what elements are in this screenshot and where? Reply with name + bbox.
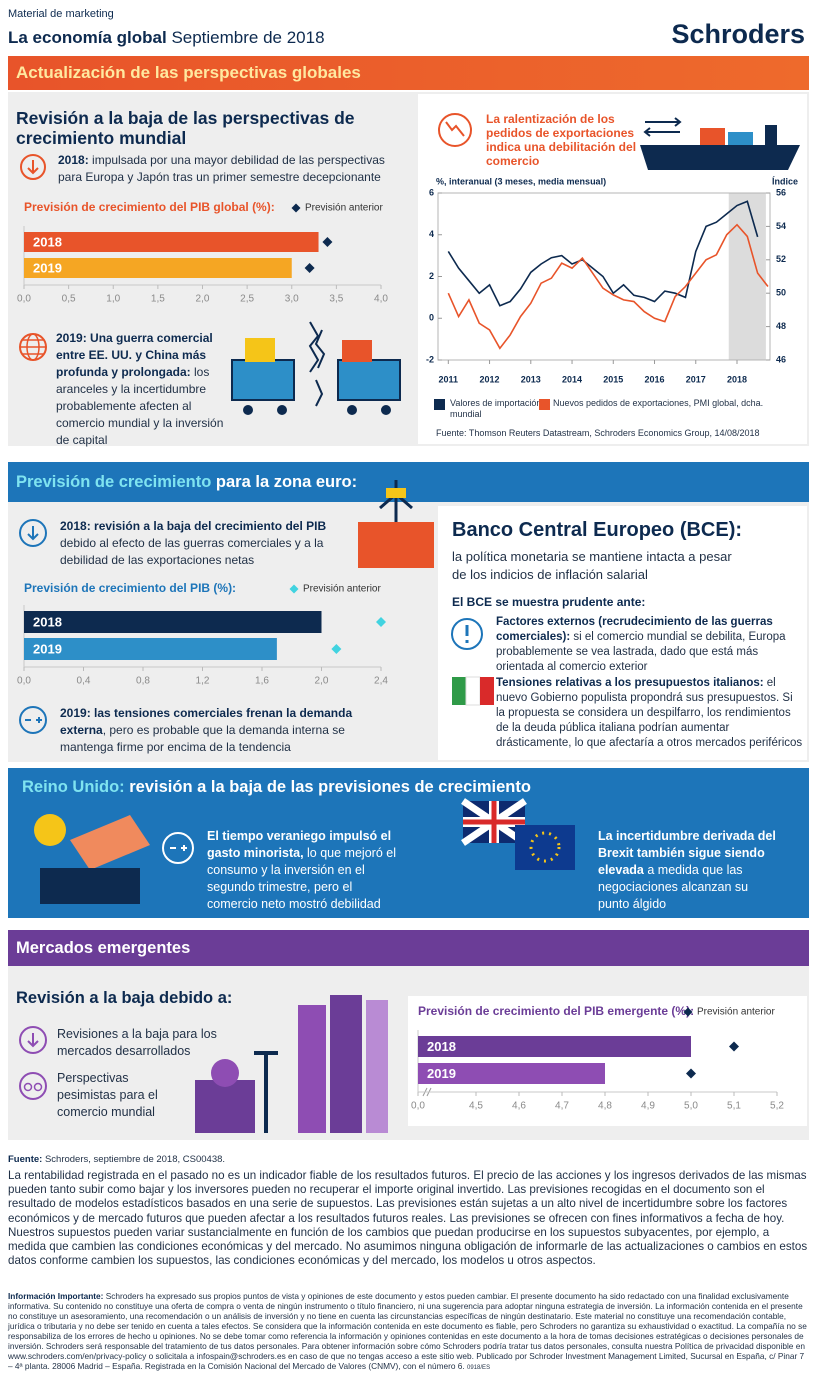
bold-lead: 2019: las tensiones comerciales frenan l… — [60, 706, 353, 737]
banner-highlight: Previsión de crecimiento — [16, 473, 212, 491]
footer-source: Fuente: Schroders, septiembre de 2018, C… — [8, 1154, 225, 1166]
paragraph: El tiempo veraniego impulsó el gasto min… — [207, 828, 405, 913]
paragraph: 2018: revisión a la baja del crecimiento… — [60, 518, 350, 569]
paragraph: 2018: impulsada por una mayor debilidad … — [58, 152, 398, 186]
trade-heading: La ralentización de los pedidos de expor… — [486, 112, 637, 168]
text: , pero es probable que la demanda intern… — [60, 723, 345, 754]
bold-lead: Información Importante: — [8, 1291, 104, 1301]
text: Schroders, septiembre de 2018, CS00438. — [44, 1154, 226, 1165]
logo: Schroders — [671, 19, 805, 49]
ecb-heading: Banco Central Europeo (BCE): — [452, 519, 743, 541]
important-info: Información Importante: Schroders ha exp… — [8, 1291, 808, 1373]
text: a medida que las negociaciones alcanzan … — [598, 863, 749, 911]
legend-swatch — [539, 399, 550, 410]
text: debido al efecto de las guerras comercia… — [60, 536, 324, 567]
section-banner — [8, 930, 809, 966]
text: lo que mejoró el consumo y la inversión … — [207, 846, 396, 911]
reason-item: Revisiones a la baja para los mercados d… — [57, 1027, 217, 1058]
paragraph: 2019: Una guerra comercial entre EE. UU.… — [56, 330, 234, 449]
title-date: Septiembre de 2018 — [171, 28, 325, 47]
banner-title: Previsión de crecimiento para la zona eu… — [16, 472, 357, 492]
ecb-prudent: El BCE se muestra prudente ante: — [452, 595, 646, 609]
document-code: 0918/ES — [467, 1365, 491, 1371]
document-tag: Material de marketing — [8, 8, 114, 20]
text: si el comercio mundial se debilita, Euro… — [496, 631, 786, 673]
section-heading: Revisión a la baja de las perspectivas d… — [16, 108, 355, 148]
bold-lead: 2018: revisión a la baja del crecimiento… — [60, 519, 327, 533]
panel — [408, 996, 807, 1126]
title-bold: La economía global — [8, 28, 167, 47]
banner-title: Actualización de las perspectivas global… — [16, 63, 361, 82]
text: Schroders ha expresado sus propios punto… — [8, 1291, 807, 1371]
bold-lead: La incertidumbre derivada del Brexit tam… — [598, 829, 776, 877]
bold-lead: El tiempo veraniego impulsó el gasto min… — [207, 829, 392, 860]
section-heading: Revisión a la baja debido a: — [16, 989, 233, 1007]
paragraph: 2019: las tensiones comerciales frenan l… — [60, 705, 395, 756]
bold-lead: 2018: — [58, 153, 89, 167]
bold-lead: 2019: Una guerra comercial entre EE. UU.… — [56, 331, 213, 379]
reason-item: Perspectivas pesimistas para el comercio… — [57, 1071, 158, 1119]
text: el nuevo Gobierno populista propondrá su… — [496, 677, 803, 749]
legend-label: Nuevos pedidos de exportaciones, PMI glo… — [553, 398, 764, 408]
risk-item: Tensiones relativas a los presupuestos i… — [496, 676, 804, 751]
banner-highlight: Reino Unido: — [22, 778, 125, 796]
ecb-subtitle: la política monetaria se mantiene intact… — [452, 549, 732, 582]
banner-title: Reino Unido: revisión a la baja de las p… — [22, 777, 531, 797]
bold-lead: Fuente: — [8, 1154, 43, 1165]
banner-text: revisión a la baja de las previsiones de… — [129, 778, 531, 796]
source-note: Fuente: Thomson Reuters Datastream, Schr… — [436, 428, 760, 438]
banner-text: para la zona euro: — [215, 473, 358, 491]
text: impulsada por una mayor debilidad de las… — [58, 153, 385, 184]
disclaimer: La rentabilidad registrada en el pasado … — [8, 1169, 808, 1268]
bold-lead: Tensiones relativas a los presupuestos i… — [496, 677, 764, 689]
header-banner — [8, 56, 809, 90]
risk-item: Factores externos (recrudecimiento de la… — [496, 615, 804, 675]
bold-lead: Factores externos (recrudecimiento de la… — [496, 616, 773, 643]
legend-label: Valores de importación mundial — [450, 398, 542, 419]
paragraph: La incertidumbre derivada del Brexit tam… — [598, 828, 778, 913]
text: los aranceles y la incertidumbre probabl… — [56, 365, 224, 447]
document-title: La economía global Septiembre de 2018 — [8, 27, 325, 49]
legend-swatch — [434, 399, 445, 410]
panel — [438, 506, 807, 760]
banner-title: Mercados emergentes — [16, 939, 191, 957]
